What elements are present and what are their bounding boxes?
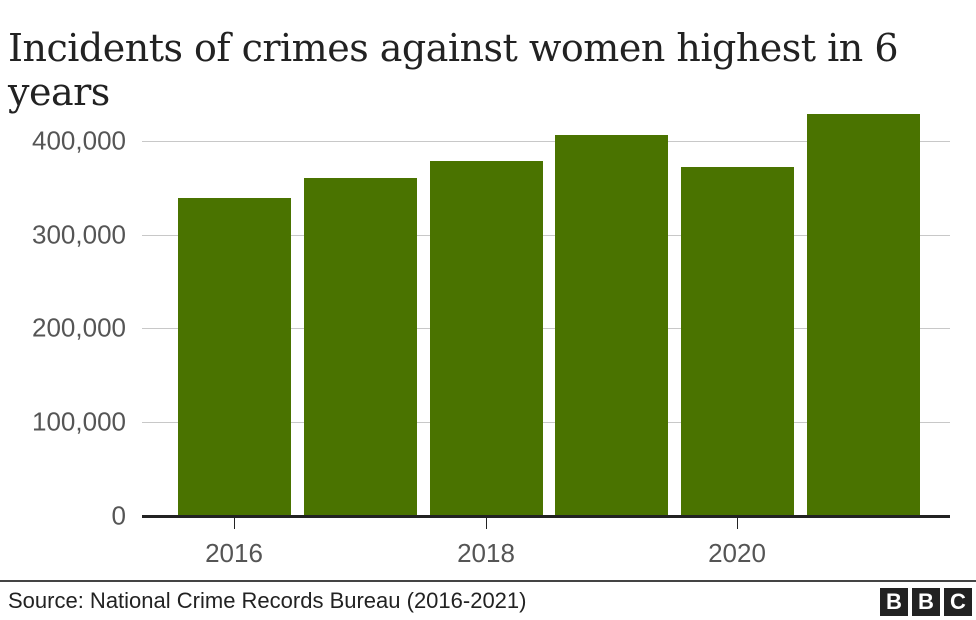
bar-2020 <box>681 167 794 516</box>
y-tick-label: 100,000 <box>32 406 126 437</box>
x-tick-label: 2016 <box>205 538 263 568</box>
y-tick-label: 0 <box>111 500 126 531</box>
x-axis <box>142 515 950 518</box>
bar-2017 <box>304 178 417 516</box>
chart-title: Incidents of crimes against women highes… <box>8 26 899 114</box>
gridline-300000 <box>142 235 950 236</box>
gridline-200000 <box>142 328 950 329</box>
x-tick <box>486 517 487 529</box>
gridline-100000 <box>142 422 950 423</box>
x-tick-label: 2020 <box>708 538 766 568</box>
bar-2018 <box>430 161 543 516</box>
y-tick-label: 200,000 <box>32 312 126 343</box>
x-tick <box>737 517 738 529</box>
bbc-logo: B B C <box>880 588 972 616</box>
bar-2019 <box>555 135 668 516</box>
bbc-logo-letter: C <box>944 588 972 616</box>
source-note: Source: National Crime Records Bureau (2… <box>8 588 527 613</box>
bbc-logo-letter: B <box>912 588 940 616</box>
footer-divider <box>0 580 976 582</box>
bbc-logo-letter: B <box>880 588 908 616</box>
y-tick-label: 400,000 <box>32 125 126 156</box>
gridline-400000 <box>142 141 950 142</box>
y-tick-label: 300,000 <box>32 219 126 250</box>
bar-2016 <box>178 198 291 516</box>
x-tick-label: 2018 <box>457 538 515 568</box>
x-tick <box>234 517 235 529</box>
bar-2021 <box>807 114 920 516</box>
